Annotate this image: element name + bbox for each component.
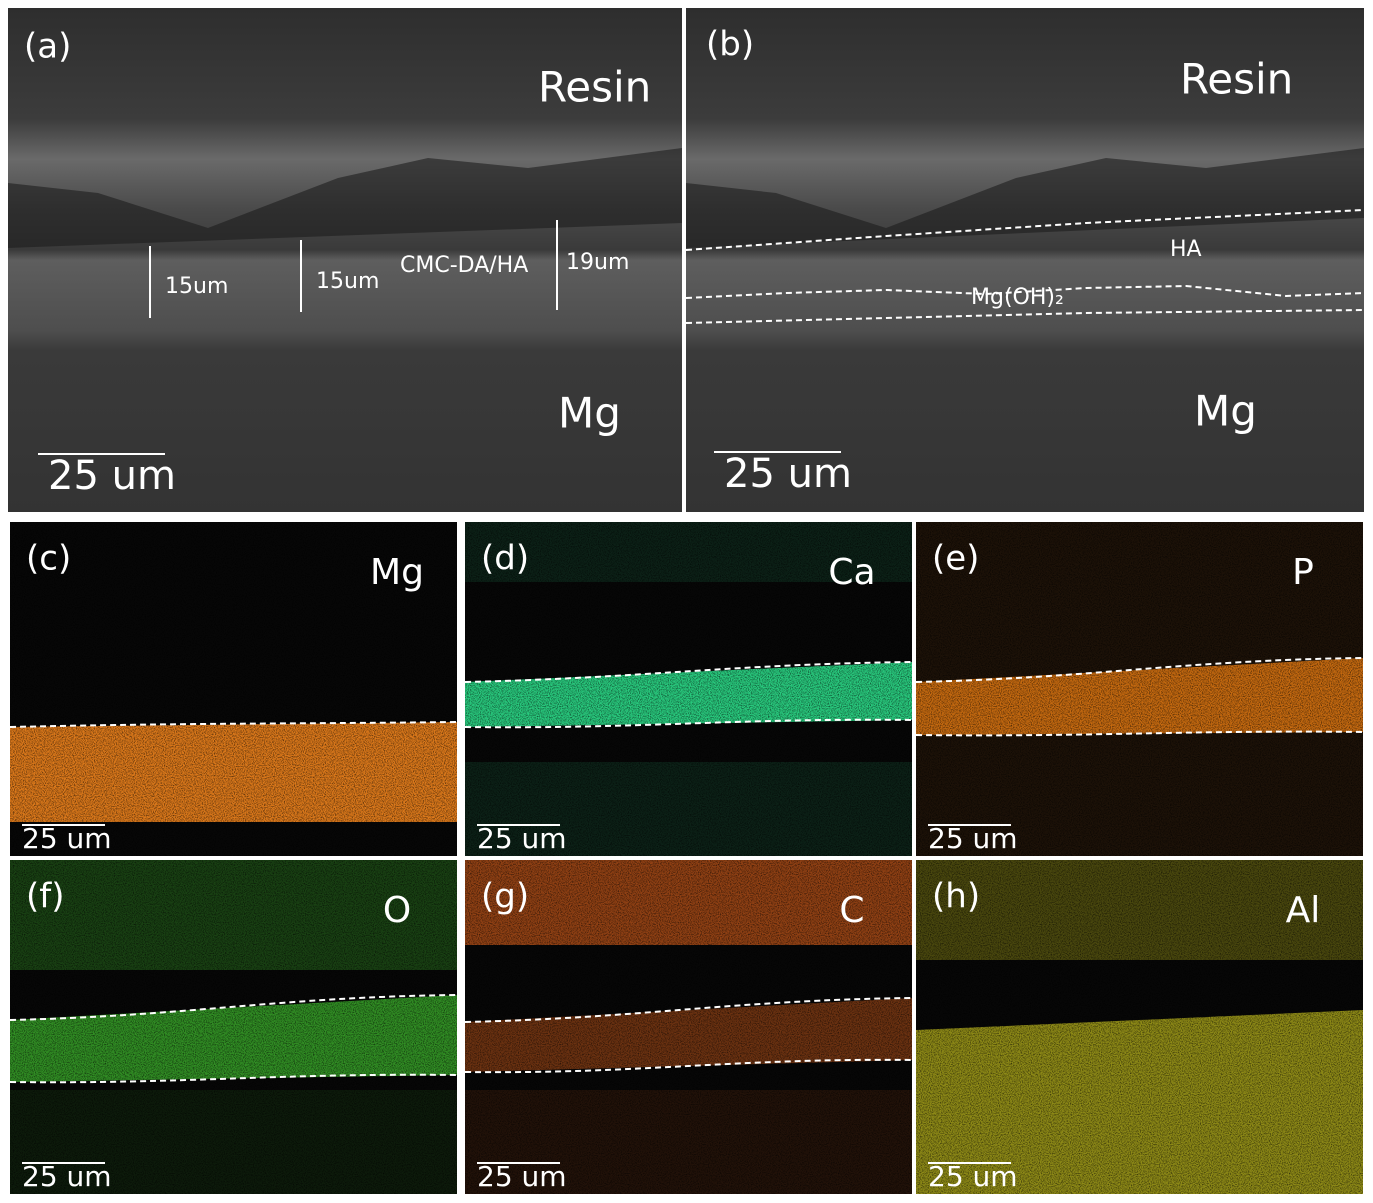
map-panel: (e) P 25 um — [915, 522, 1364, 856]
scale-bar: 25 um — [477, 1160, 567, 1193]
map-panel: (d) Ca 25 um — [464, 522, 913, 856]
element-label: P — [1292, 552, 1314, 593]
scale-bar: 25 um — [22, 822, 112, 855]
region-label: Mg — [1194, 387, 1257, 436]
panel-label: (f) — [26, 877, 65, 917]
boundary — [464, 997, 913, 1023]
element-label: Mg — [370, 552, 424, 593]
layer-label: Mg(OH)₂ — [971, 285, 1064, 310]
scale-bar: 25 um — [477, 822, 567, 855]
grain — [916, 522, 1363, 856]
map-panel: (g) C 25 um — [464, 860, 913, 1194]
boundary — [9, 1073, 458, 1084]
map-panel: (h) Al 25 um — [916, 860, 1363, 1194]
scale-bar: 25 um — [928, 822, 1018, 855]
boundary — [464, 1058, 913, 1074]
panel-label: (g) — [481, 877, 529, 917]
scale-bar: 25 um — [724, 451, 852, 497]
measurement: 15um — [165, 274, 228, 299]
layer-label: CMC-DA/HA — [400, 253, 528, 278]
boundary — [915, 657, 1364, 683]
panel-label: (b) — [706, 25, 754, 65]
map-panel: (c) Mg 25 um — [9, 522, 458, 856]
panel-label: (h) — [932, 877, 980, 917]
grain — [916, 860, 1363, 1194]
map-panel: (f) O 25 um — [9, 860, 458, 1194]
grain — [465, 522, 912, 856]
region-label: Resin — [1180, 55, 1293, 104]
element-label: Ca — [828, 552, 875, 593]
element-label: Al — [1286, 890, 1321, 931]
sem-panel: (b) Resin Mg HA Mg(OH)₂ 25 um — [685, 8, 1365, 512]
layer-label: HA — [1170, 237, 1202, 262]
scale-bar: 25 um — [928, 1160, 1018, 1193]
sem-panel: (a) Resin Mg 15um 15um 19um CMC-DA/HA 25… — [8, 8, 682, 512]
boundary — [9, 994, 458, 1021]
boundary — [464, 718, 913, 729]
boundary — [464, 661, 913, 683]
scale-bar: 25 um — [22, 1160, 112, 1193]
element-label: C — [839, 890, 864, 931]
region-label: Resin — [538, 63, 651, 112]
panel-label: (d) — [481, 539, 529, 579]
grain — [10, 860, 457, 1194]
grain — [10, 522, 457, 856]
region-label: Mg — [558, 389, 621, 438]
element-label: O — [383, 890, 411, 931]
boundary — [915, 730, 1364, 737]
measurement: 15um — [316, 269, 379, 294]
grain — [465, 860, 912, 1194]
boundary — [9, 721, 458, 728]
panel-label: (e) — [932, 539, 979, 579]
measurement: 19um — [566, 250, 629, 275]
scale-bar: 25 um — [48, 453, 176, 499]
panel-label: (c) — [26, 539, 71, 579]
panel-label: (a) — [24, 27, 71, 67]
